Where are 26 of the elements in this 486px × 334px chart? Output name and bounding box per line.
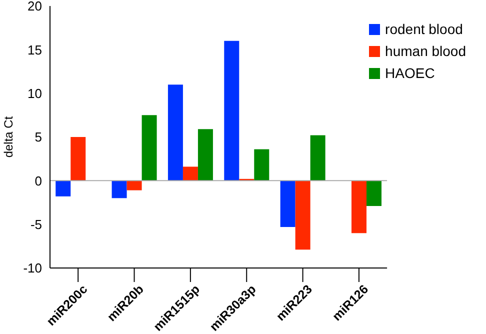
bar: [168, 84, 183, 181]
bar: [310, 135, 326, 181]
bar: [198, 129, 213, 181]
bar: [126, 180, 142, 190]
bar: [182, 166, 198, 181]
bar: [280, 180, 296, 227]
bar: [295, 180, 310, 250]
legend-label: HAOEC: [385, 64, 435, 83]
bar: [254, 149, 270, 181]
y-tick-label: 20: [28, 0, 42, 14]
y-tick-label: 10: [28, 86, 42, 101]
bar: [351, 180, 366, 234]
y-tick-label: -5: [30, 216, 42, 232]
y-tick-label: -10: [23, 260, 42, 276]
bar: [366, 180, 382, 206]
bar: [56, 180, 71, 196]
y-tick-label: 5: [34, 130, 42, 145]
y-axis-title: delta Ct: [1, 116, 16, 158]
y-tick-label: 0: [34, 173, 42, 188]
bar: [112, 180, 127, 198]
y-tick-label: 15: [28, 42, 42, 58]
bar: [70, 137, 86, 181]
legend-label: rodent blood: [385, 20, 463, 39]
bar: [224, 40, 240, 181]
bar: [142, 115, 157, 181]
legend-label: human blood: [385, 42, 466, 61]
